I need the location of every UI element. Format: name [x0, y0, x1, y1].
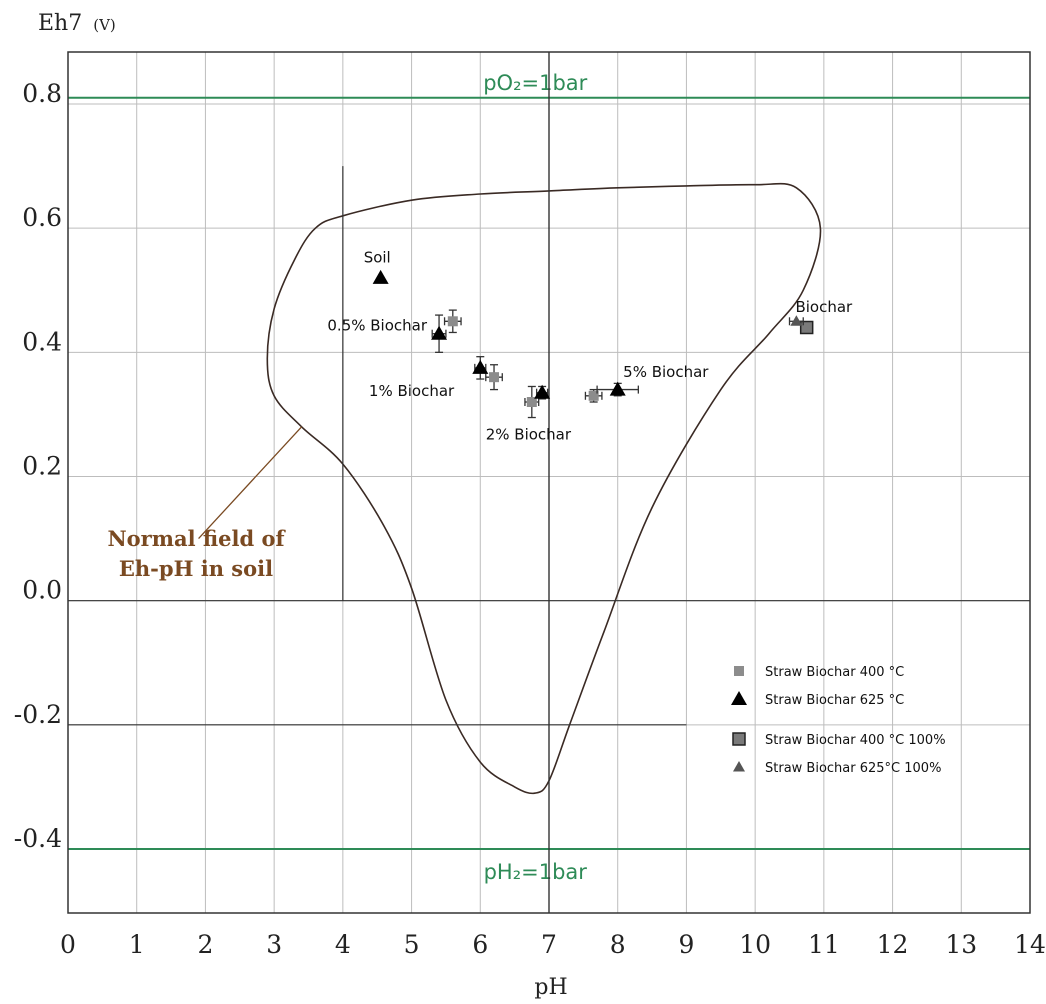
data-point-s0-p0	[443, 309, 462, 334]
x-tick-label-11: 11	[808, 930, 840, 959]
marker	[799, 320, 814, 335]
legend-entry-1: Straw Biochar 625 °C	[731, 691, 904, 708]
marker	[526, 397, 537, 407]
point-label-5: Biochar	[795, 298, 853, 316]
x-tick-label-5: 5	[404, 930, 420, 959]
legend-marker-1	[731, 691, 747, 705]
point-label-0: Soil	[364, 248, 391, 266]
x-tick-label-6: 6	[472, 930, 488, 959]
point-label-1: 0.5% Biochar	[327, 317, 427, 335]
legend-entry-2: Straw Biochar 400 °C 100%	[732, 732, 946, 748]
x-tick-label-3: 3	[266, 930, 282, 959]
marker	[489, 372, 500, 383]
point-label-2: 1% Biochar	[369, 382, 455, 400]
axes-layer: 0 1 2 3 4 5 6 7 8 9 10 11 12 13 140.80.60.40.20.0-0.2-…	[14, 51, 1046, 959]
marker	[472, 359, 489, 374]
x-tick-label-0: 0	[60, 930, 76, 959]
data-point-s0-p3	[584, 388, 603, 403]
x-tick-label-1: 1	[129, 930, 145, 959]
point-labels-layer: Soil 0.5% Biochar 1% Biochar 2% Biochar 5% B…	[327, 248, 853, 443]
data-point-s2-p0	[799, 320, 814, 335]
data-point-s1-p3	[534, 384, 551, 400]
legend-label-0: Straw Biochar 400 °C	[765, 665, 904, 680]
soil-field-label: Normal field of Eh-pH in soil	[107, 526, 286, 581]
data-point-s1-p2	[472, 356, 489, 380]
x-tick-label-8: 8	[610, 930, 626, 959]
marker	[588, 390, 599, 401]
legend-marker-3	[733, 761, 745, 772]
data-point-s1-p4	[596, 381, 639, 397]
data-points-layer	[372, 269, 814, 419]
data-point-s1-p0	[372, 269, 389, 284]
soil-field-pointer	[198, 426, 303, 540]
legend-marker-2	[732, 732, 746, 746]
marker	[609, 381, 626, 396]
x-tick-label-12: 12	[877, 930, 909, 959]
soil-field-label-line-1: Eh-pH in soil	[119, 556, 273, 581]
marker	[372, 269, 389, 284]
soil-field-label-line-0: Normal field of	[107, 526, 286, 551]
marker	[431, 325, 448, 340]
y-tick-label-6: -0.4	[14, 824, 62, 853]
y-tick-label-5: -0.2	[14, 700, 62, 729]
soil-field-layer: Normal field of Eh-pH in soil	[107, 182, 822, 795]
y-axis-label: Eh7 (V)	[38, 11, 116, 36]
reference-label-1: pH₂=1bar	[484, 860, 588, 884]
legend-entry-0: Straw Biochar 400 °C	[734, 665, 904, 680]
x-tick-label-14: 14	[1014, 930, 1046, 959]
x-axis-label: pH	[534, 975, 567, 1000]
y-tick-label-4: 0.0	[22, 576, 62, 605]
y-tick-label-1: 0.6	[22, 203, 62, 232]
marker	[790, 315, 803, 326]
reference-label-0: pO₂=1bar	[483, 71, 587, 95]
legend-entry-3: Straw Biochar 625°C 100%	[733, 761, 941, 776]
marker	[447, 316, 458, 327]
legend-marker-0	[734, 666, 744, 676]
legend-label-2: Straw Biochar 400 °C 100%	[765, 733, 946, 748]
y-tick-label-0: 0.8	[22, 79, 62, 108]
x-tick-label-9: 9	[678, 930, 694, 959]
legend-label-3: Straw Biochar 625°C 100%	[765, 761, 941, 776]
x-tick-label-4: 4	[335, 930, 351, 959]
y-tick-label-2: 0.4	[22, 327, 62, 356]
data-point-s3-p0	[788, 315, 804, 326]
y-axis-label-unit: (V)	[93, 16, 116, 34]
data-point-s0-p1	[485, 364, 503, 391]
legend-label-1: Straw Biochar 625 °C	[765, 693, 904, 708]
x-tick-label-2: 2	[197, 930, 213, 959]
x-tick-label-13: 13	[945, 930, 977, 959]
data-point-s1-p1	[431, 314, 448, 353]
y-axis-label-main: Eh7	[38, 11, 82, 36]
point-label-4: 5% Biochar	[623, 363, 709, 381]
y-tick-label-3: 0.2	[22, 452, 62, 481]
point-label-3: 2% Biochar	[486, 425, 572, 443]
marker	[534, 384, 551, 399]
x-tick-label-7: 7	[541, 930, 557, 959]
legend: Straw Biochar 400 °C Straw Biochar 625 °C…	[731, 665, 946, 776]
x-tick-label-10: 10	[739, 930, 771, 959]
